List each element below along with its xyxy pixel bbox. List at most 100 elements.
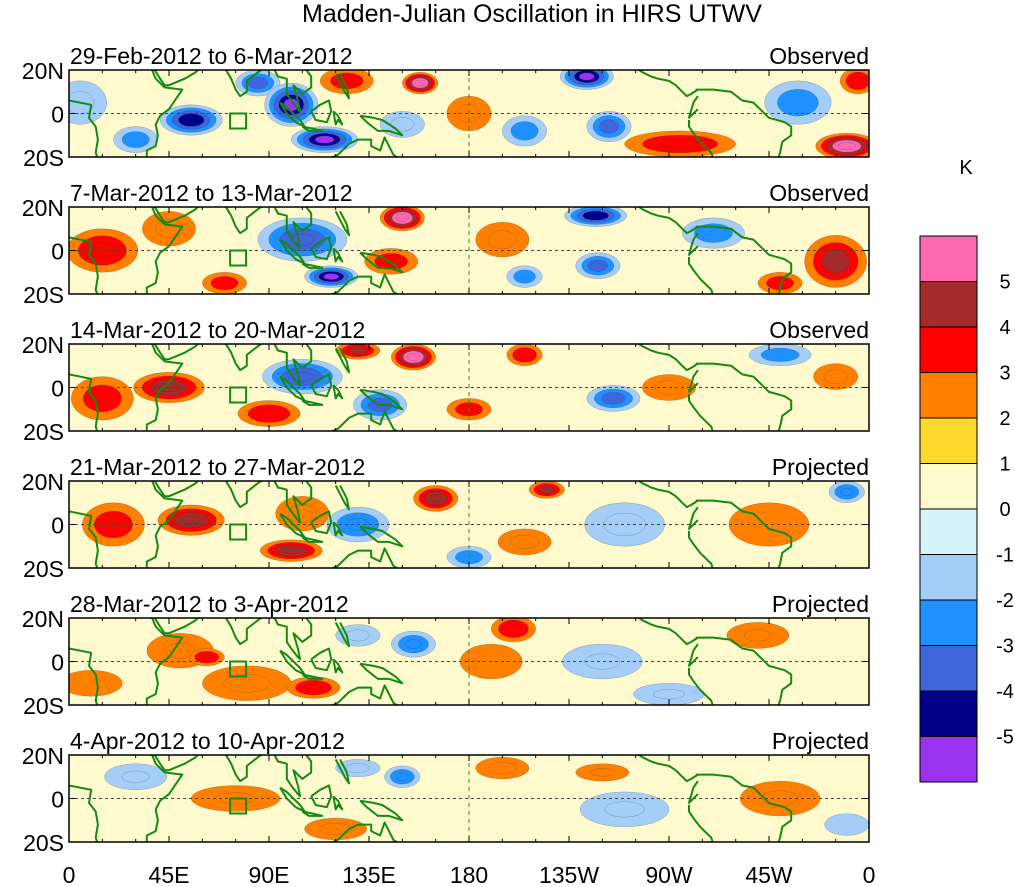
coastline — [224, 344, 264, 372]
y-tick-label: 0 — [51, 513, 64, 539]
panel-status-label: Projected — [772, 454, 869, 480]
coastline — [224, 618, 264, 646]
colorbar-label: -4 — [996, 681, 1014, 703]
coastline — [301, 536, 324, 543]
anomaly-contour — [488, 762, 517, 774]
panel-ticks — [68, 755, 870, 842]
panel-period-label: 4-Apr-2012 to 10-Apr-2012 — [70, 728, 345, 754]
coastline — [153, 755, 200, 772]
anomaly-contour — [395, 772, 409, 781]
anomaly-contour — [319, 823, 353, 835]
anomaly-contour — [601, 392, 626, 405]
anomaly-contour — [824, 813, 869, 836]
colorbar-swatch — [919, 372, 978, 419]
map-panel-4: 21-Mar-2012 to 27-Mar-2012 Projected 20N 0 2… — [22, 454, 870, 582]
anomaly-field — [69, 344, 869, 431]
coastline — [688, 95, 699, 119]
coastline — [688, 257, 714, 294]
panels: 29-Feb-2012 to 6-Mar-2012 Observed 20N 0 20S… — [22, 43, 870, 856]
figure-title: Madden-Julian Oscillation in HIRS UTWV — [302, 0, 762, 28]
anomaly-contour — [210, 276, 239, 291]
coastline — [224, 207, 264, 235]
anomaly-contour — [345, 763, 370, 773]
anomaly-contour — [121, 131, 150, 148]
y-tick-label: 20N — [22, 606, 64, 632]
panel-status-label: Observed — [769, 180, 869, 206]
anomaly-field — [69, 70, 869, 157]
anomaly-contour — [257, 408, 281, 419]
anomaly-contour — [584, 653, 621, 670]
colorbar-label: 2 — [999, 408, 1010, 430]
coastline — [310, 647, 333, 672]
coastline — [69, 70, 184, 157]
coastline — [334, 621, 350, 648]
colorbar-swatch — [919, 645, 978, 692]
coastline — [153, 481, 200, 498]
anomaly-contour — [777, 88, 819, 117]
coastline — [279, 786, 306, 813]
colorbar-label: -2 — [996, 590, 1014, 612]
anomaly-contour — [314, 135, 335, 144]
colorbar-swatch — [919, 736, 978, 783]
anomaly-contour — [823, 369, 848, 384]
coastline — [688, 643, 699, 667]
region-box — [229, 386, 248, 404]
panel-status-label: Observed — [769, 317, 869, 343]
colorbar-swatch — [919, 463, 978, 510]
coastline — [69, 481, 184, 568]
panel-ticks — [68, 344, 870, 431]
y-tick-label: 20S — [23, 282, 64, 308]
anomaly-contour — [414, 79, 426, 87]
region-box — [229, 797, 248, 815]
x-axis: 0 45E 90E 135E 180 135W 90W 45W 0 — [63, 862, 876, 887]
anomaly-contour — [588, 213, 603, 219]
panel-period-label: 29-Feb-2012 to 6-Mar-2012 — [70, 43, 353, 69]
colorbar-swatch — [919, 554, 978, 601]
coastline — [273, 207, 313, 250]
y-tick-label: 20S — [23, 830, 64, 856]
coastline — [273, 481, 313, 524]
coastline — [310, 510, 333, 535]
coastline — [688, 506, 699, 530]
coastline — [224, 70, 264, 98]
anomaly-contour — [200, 653, 214, 661]
anomaly-contour — [429, 494, 442, 503]
anomaly-contour — [303, 683, 324, 692]
anomaly-contour — [184, 116, 199, 124]
coastline — [332, 384, 344, 400]
anomaly-contour — [165, 642, 196, 659]
coastline — [695, 362, 793, 431]
anomaly-contour — [121, 770, 150, 783]
anomaly-contour — [510, 534, 539, 549]
region-box — [229, 112, 248, 130]
coastline — [332, 110, 344, 126]
region-box — [229, 523, 248, 541]
coastline — [224, 755, 264, 783]
panel-status-label: Projected — [772, 591, 869, 617]
y-tick-label: 20S — [23, 693, 64, 719]
coastline — [688, 805, 714, 842]
coastline — [359, 662, 404, 685]
panel-status-label: Projected — [772, 728, 869, 754]
x-tick-label: 0 — [63, 862, 76, 887]
y-tick-label: 20S — [23, 556, 64, 582]
colorbar-label: 4 — [999, 317, 1010, 339]
coastline — [695, 499, 793, 568]
anomaly-contour — [660, 139, 701, 149]
y-tick-label: 20N — [22, 58, 64, 84]
coastline — [332, 521, 344, 537]
colorbar-unit-label: K — [959, 157, 973, 179]
coastline — [69, 755, 184, 842]
y-tick-label: 20S — [23, 145, 64, 171]
colorbar-swatch — [919, 690, 978, 737]
anomaly-contour — [323, 273, 340, 280]
colorbar-label: 5 — [999, 272, 1010, 294]
map-panel-2: 7-Mar-2012 to 13-Mar-2012 Observed 20N 0 20S — [22, 180, 870, 308]
region-box — [229, 660, 248, 678]
anomaly-contour — [154, 219, 184, 239]
x-tick-label: 90E — [249, 862, 290, 887]
coastline — [153, 344, 200, 361]
coastline — [688, 668, 714, 705]
anomaly-contour — [587, 259, 609, 272]
y-tick-label: 20N — [22, 195, 64, 221]
